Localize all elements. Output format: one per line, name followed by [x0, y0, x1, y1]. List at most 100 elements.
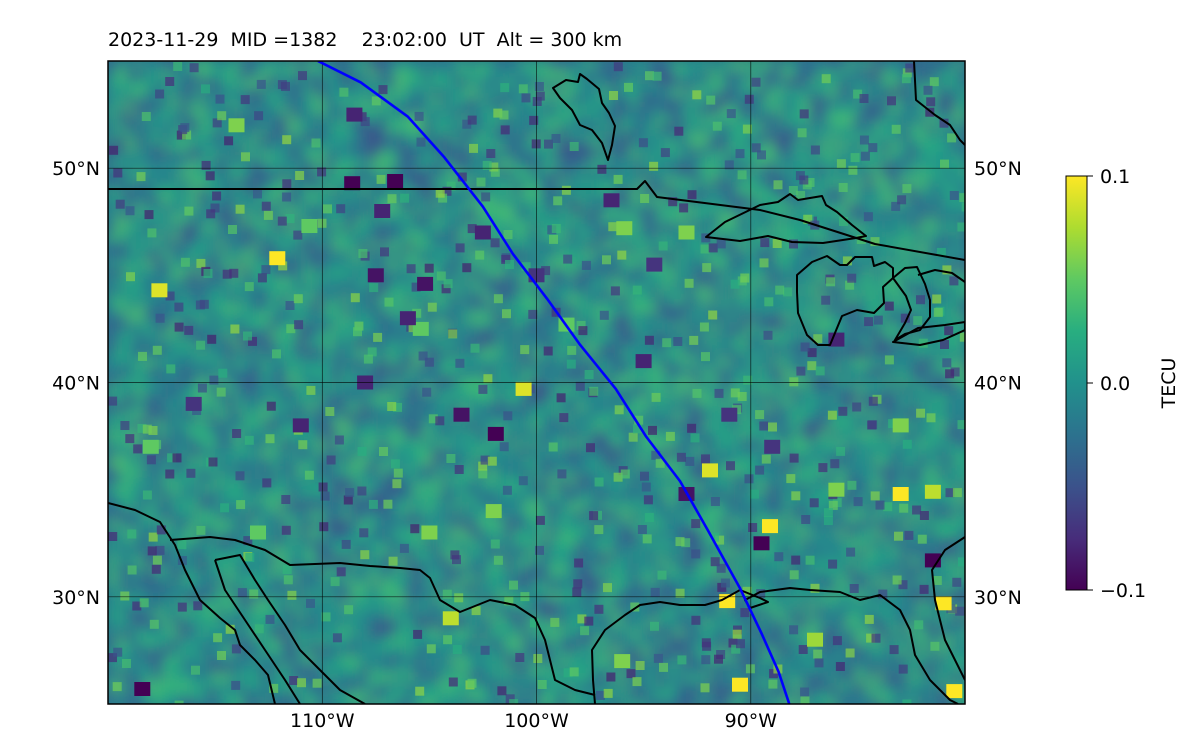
texture-cell: [909, 178, 918, 187]
texture-cell: [351, 358, 360, 367]
texture-cell: [396, 286, 405, 295]
texture-cell: [117, 124, 126, 133]
texture-cell: [765, 502, 774, 511]
texture-cell: [306, 61, 315, 70]
texture-cell: [540, 196, 549, 205]
texture-cell: [441, 259, 450, 268]
texture-cell: [495, 97, 504, 106]
texture-cell: [675, 412, 684, 421]
texture-cell: [873, 205, 882, 214]
texture-cell: [450, 196, 459, 205]
texture-cell: [846, 133, 855, 142]
texture-cell: [315, 214, 324, 223]
texture-cell: [576, 241, 585, 250]
texture-cell: [810, 421, 819, 430]
texture-cell: [531, 250, 540, 259]
texture-cell: [756, 304, 765, 313]
texture-cell: [594, 367, 603, 376]
texture-cell: [657, 403, 666, 412]
texture-cell: [783, 421, 792, 430]
texture-cell: [189, 88, 198, 97]
texture-cell: [954, 430, 963, 439]
texture-cell: [351, 502, 360, 511]
texture-cell: [126, 502, 135, 511]
texture-cell: [801, 376, 810, 385]
texture-cell: [639, 466, 648, 475]
texture-cell: [432, 196, 441, 205]
texture-cell: [297, 133, 306, 142]
texture-cell: [306, 349, 315, 358]
texture-cell: [963, 466, 965, 475]
texture-cell: [540, 79, 549, 88]
texture-cell: [747, 439, 756, 448]
texture-cell: [414, 70, 423, 79]
texture-cell: [459, 475, 468, 484]
texture-cell: [315, 502, 324, 511]
texture-cell: [711, 88, 720, 97]
texture-cell: [954, 511, 963, 520]
texture-cell: [549, 160, 558, 169]
texture-cell: [549, 466, 558, 475]
texture-cell: [504, 133, 513, 142]
texture-cell: [297, 61, 306, 70]
texture-cell: [639, 457, 648, 466]
texture-cell: [405, 205, 414, 214]
texture-cell: [783, 70, 792, 79]
texture-cell: [225, 196, 234, 205]
texture-cell: [918, 313, 927, 322]
texture-cell: [252, 160, 261, 169]
texture-cell: [153, 358, 162, 367]
texture-cell: [648, 124, 657, 133]
texture-cell: [936, 169, 945, 178]
texture-cell: [576, 448, 585, 457]
texture-cell: [225, 178, 234, 187]
texture-cell: [153, 124, 162, 133]
texture-cell: [414, 304, 423, 313]
texture-cell: [630, 250, 639, 259]
texture-cell: [306, 322, 315, 331]
texture-cell: [576, 484, 585, 493]
texture-cell: [288, 151, 297, 160]
texture-cell: [648, 232, 657, 241]
texture-cell: [873, 475, 882, 484]
texture-cell: [333, 259, 342, 268]
texture-cell: [270, 340, 279, 349]
texture-cell: [657, 160, 666, 169]
texture-cell: [162, 124, 171, 133]
texture-cell: [243, 394, 252, 403]
texture-cell: [675, 133, 684, 142]
texture-cell: [414, 160, 423, 169]
texture-cell: [387, 250, 396, 259]
texture-cell: [882, 448, 891, 457]
texture-cell: [702, 187, 711, 196]
texture-cell: [369, 466, 378, 475]
texture-cell: [441, 520, 450, 529]
texture-cell: [378, 439, 387, 448]
texture-cell: [783, 511, 792, 520]
texture-cell: [738, 511, 747, 520]
texture-cell: [369, 340, 378, 349]
texture-cell: [396, 322, 405, 331]
texture-cell: [675, 97, 684, 106]
texture-cell: [801, 187, 810, 196]
texture-cell: [486, 358, 495, 367]
texture-cell: [225, 187, 234, 196]
texture-cell: [468, 70, 477, 79]
texture-cell: [216, 349, 225, 358]
texture-cell: [414, 430, 423, 439]
texture-cell: [261, 286, 270, 295]
texture-cell: [630, 106, 639, 115]
texture-cell: [864, 79, 873, 88]
texture-cell: [666, 277, 675, 286]
texture-cell: [198, 439, 207, 448]
texture-cell: [711, 196, 720, 205]
texture-cell: [207, 313, 216, 322]
texture-cell: [918, 187, 927, 196]
texture-cell: [540, 106, 549, 115]
texture-cell: [234, 268, 243, 277]
texture-cell: [585, 61, 594, 70]
texture-cell: [189, 160, 198, 169]
texture-cell: [216, 466, 225, 475]
texture-cell: [621, 430, 630, 439]
texture-cell: [531, 322, 540, 331]
